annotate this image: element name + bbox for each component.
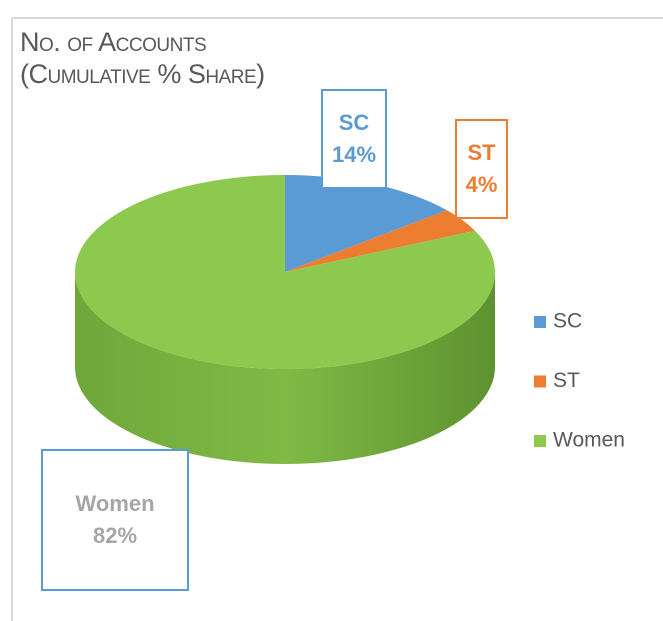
legend-label: Women	[553, 429, 625, 452]
pie-slice	[75, 175, 496, 369]
data-label-value: 82%	[93, 523, 137, 548]
data-label-category: ST	[467, 140, 496, 165]
pie-slice	[285, 210, 476, 272]
pie-side	[75, 272, 495, 464]
data-label-category: Women	[75, 491, 154, 516]
data-label-box	[41, 449, 189, 591]
legend-marker	[534, 435, 546, 447]
data-label-value: 14%	[332, 142, 376, 167]
data-label-box	[455, 119, 508, 219]
data-label-category: SC	[339, 110, 370, 135]
pie-slice	[285, 175, 447, 272]
legend-label: SC	[553, 310, 582, 333]
chart-title: No. of Accounts (Cumulative % Share)	[20, 27, 265, 89]
data-label-value: 4%	[466, 172, 498, 197]
legend-label: ST	[553, 369, 580, 392]
legend-marker	[534, 375, 546, 388]
data-label-box	[321, 89, 387, 189]
legend-marker	[534, 316, 546, 328]
